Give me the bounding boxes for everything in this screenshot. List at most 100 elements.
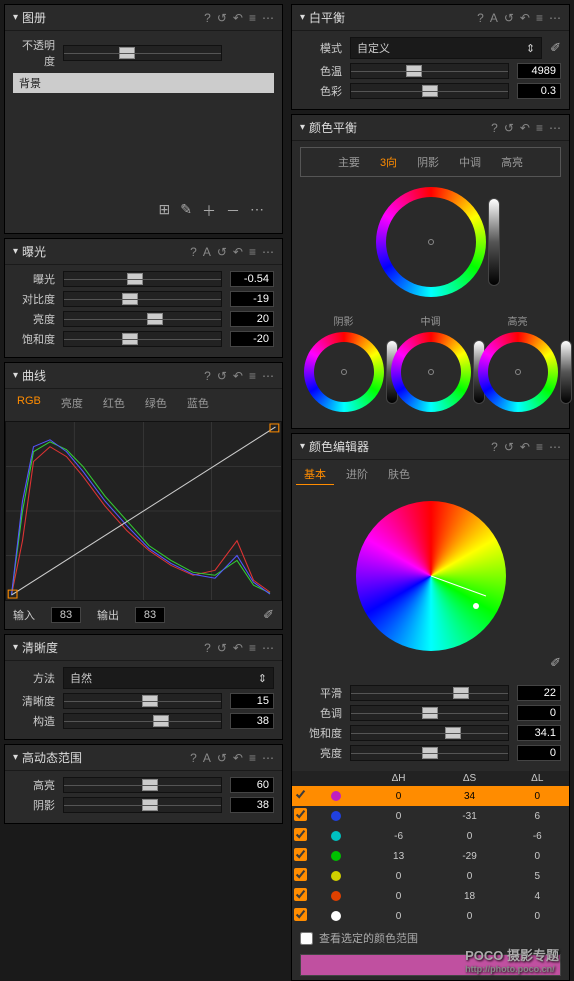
menu-icon[interactable]: ≡ (249, 245, 256, 259)
help-icon[interactable]: ? (190, 751, 197, 765)
slider[interactable] (350, 685, 509, 701)
reset-icon[interactable]: ↺ (217, 11, 227, 25)
output-value[interactable]: 83 (135, 607, 165, 623)
help-icon[interactable]: ? (204, 11, 211, 25)
slider-value[interactable]: 38 (230, 797, 274, 813)
reset-icon[interactable]: ↺ (504, 11, 514, 25)
reset-icon[interactable]: ↺ (504, 440, 514, 454)
slider[interactable] (350, 83, 509, 99)
auto-icon[interactable]: A (203, 245, 211, 259)
slider-value[interactable]: 34.1 (517, 725, 561, 741)
chevron-down-icon[interactable]: ▾ (13, 12, 18, 23)
reset-icon[interactable]: ↺ (217, 641, 227, 655)
color-wheel[interactable] (478, 332, 558, 412)
slider-value[interactable]: 20 (230, 311, 274, 327)
color-wheel[interactable] (391, 332, 471, 412)
undo-icon[interactable]: ↶ (520, 121, 530, 135)
tab[interactable]: 中调 (451, 152, 489, 172)
slider[interactable] (350, 745, 509, 761)
reset-icon[interactable]: ↺ (504, 121, 514, 135)
chevron-down-icon[interactable]: ▾ (13, 752, 18, 763)
row-checkbox[interactable] (294, 828, 307, 841)
method-select[interactable]: 自然⇕ (63, 667, 274, 689)
slider-value[interactable]: -0.54 (230, 271, 274, 287)
slider-value[interactable]: 0 (517, 745, 561, 761)
help-icon[interactable]: ? (491, 440, 498, 454)
undo-icon[interactable]: ↶ (233, 245, 243, 259)
coloreditor-tabs[interactable]: 基本进阶肤色 (292, 460, 569, 489)
eyedropper-icon[interactable]: ✐ (263, 607, 274, 623)
menu-icon[interactable]: ≡ (536, 121, 543, 135)
table-row[interactable]: 005 (292, 866, 569, 886)
more-icon[interactable]: ⋯ (262, 641, 274, 655)
slider[interactable] (63, 797, 222, 813)
curve-histogram[interactable] (5, 421, 282, 601)
menu-icon[interactable]: ≡ (536, 11, 543, 25)
slider-value[interactable]: 0 (517, 705, 561, 721)
slider-value[interactable]: 60 (230, 777, 274, 793)
reset-icon[interactable]: ↺ (217, 369, 227, 383)
slider[interactable] (63, 693, 222, 709)
slider-value[interactable]: 0.3 (517, 83, 561, 99)
tab[interactable]: 基本 (296, 464, 334, 485)
tab[interactable]: 亮度 (53, 393, 91, 413)
reset-icon[interactable]: ↺ (217, 245, 227, 259)
chevron-down-icon[interactable]: ▾ (13, 642, 18, 653)
tab[interactable]: 蓝色 (179, 393, 217, 413)
tab[interactable]: 红色 (95, 393, 133, 413)
slider[interactable] (350, 63, 509, 79)
slider-value[interactable]: -20 (230, 331, 274, 347)
slider-value[interactable]: 22 (517, 685, 561, 701)
tab[interactable]: 高亮 (493, 152, 531, 172)
menu-icon[interactable]: ≡ (249, 11, 256, 25)
input-value[interactable]: 83 (51, 607, 81, 623)
help-icon[interactable]: ? (190, 245, 197, 259)
slider-value[interactable]: -19 (230, 291, 274, 307)
chevron-down-icon[interactable]: ▾ (13, 246, 18, 257)
row-checkbox[interactable] (294, 868, 307, 881)
remove-icon[interactable]: － (226, 201, 240, 221)
menu-icon[interactable]: ≡ (249, 369, 256, 383)
table-row[interactable]: -60-6 (292, 826, 569, 846)
tab[interactable]: 绿色 (137, 393, 175, 413)
undo-icon[interactable]: ↶ (520, 440, 530, 454)
slider[interactable] (350, 705, 509, 721)
slider[interactable] (63, 777, 222, 793)
opacity-slider[interactable] (63, 45, 222, 61)
chevron-down-icon[interactable]: ▾ (300, 441, 305, 452)
tab[interactable]: 肤色 (380, 464, 418, 485)
help-icon[interactable]: ? (477, 11, 484, 25)
row-checkbox[interactable] (294, 788, 307, 801)
color-wheel-main[interactable] (376, 187, 486, 297)
curve-tabs[interactable]: RGB亮度红色绿色蓝色 (5, 389, 282, 417)
more-icon[interactable]: ⋯ (250, 201, 264, 221)
table-row[interactable]: 0-316 (292, 806, 569, 826)
brush-icon[interactable]: ✎ (180, 201, 192, 221)
help-icon[interactable]: ? (204, 641, 211, 655)
table-row[interactable]: 0184 (292, 886, 569, 906)
tab[interactable]: 3向 (372, 152, 405, 172)
slider-value[interactable]: 4989 (517, 63, 561, 79)
tab[interactable]: 主要 (330, 152, 368, 172)
chevron-down-icon[interactable]: ▾ (300, 12, 305, 23)
more-icon[interactable]: ⋯ (262, 751, 274, 765)
add-icon[interactable]: ＋ (202, 201, 216, 221)
view-range-checkbox[interactable] (300, 932, 313, 945)
undo-icon[interactable]: ↶ (233, 11, 243, 25)
undo-icon[interactable]: ↶ (520, 11, 530, 25)
table-row[interactable]: 000 (292, 906, 569, 926)
menu-icon[interactable]: ≡ (249, 751, 256, 765)
menu-icon[interactable]: ≡ (249, 641, 256, 655)
layer-bg[interactable]: 背景 (13, 73, 274, 93)
slider[interactable] (63, 311, 222, 327)
undo-icon[interactable]: ↶ (233, 641, 243, 655)
more-icon[interactable]: ⋯ (262, 245, 274, 259)
more-icon[interactable]: ⋯ (262, 11, 274, 25)
row-checkbox[interactable] (294, 888, 307, 901)
undo-icon[interactable]: ↶ (233, 369, 243, 383)
table-row[interactable]: 13-290 (292, 846, 569, 866)
slider-value[interactable]: 15 (230, 693, 274, 709)
row-checkbox[interactable] (294, 908, 307, 921)
more-icon[interactable]: ⋯ (549, 121, 561, 135)
color-wheel[interactable] (304, 332, 384, 412)
